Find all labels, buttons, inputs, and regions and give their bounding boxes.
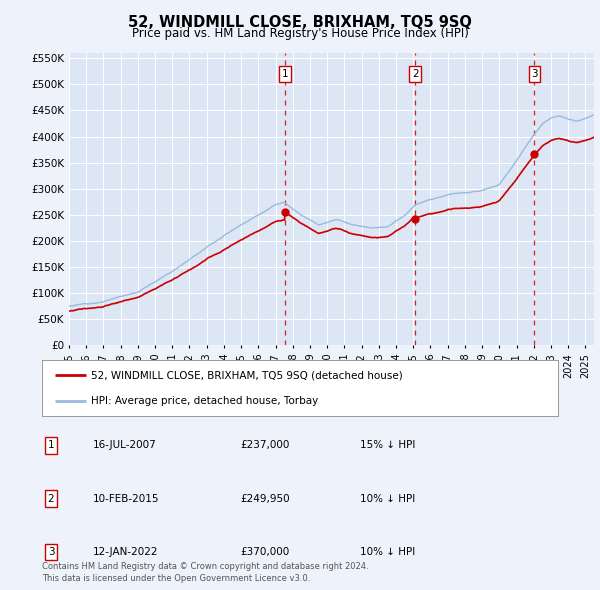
Text: 16-JUL-2007: 16-JUL-2007 (93, 441, 157, 450)
Text: 52, WINDMILL CLOSE, BRIXHAM, TQ5 9SQ: 52, WINDMILL CLOSE, BRIXHAM, TQ5 9SQ (128, 15, 472, 30)
Text: 3: 3 (47, 547, 55, 556)
Text: 12-JAN-2022: 12-JAN-2022 (93, 547, 158, 556)
Text: 15% ↓ HPI: 15% ↓ HPI (360, 441, 415, 450)
Text: 52, WINDMILL CLOSE, BRIXHAM, TQ5 9SQ (detached house): 52, WINDMILL CLOSE, BRIXHAM, TQ5 9SQ (de… (91, 370, 403, 380)
Text: £237,000: £237,000 (240, 441, 289, 450)
Text: 10-FEB-2015: 10-FEB-2015 (93, 494, 160, 503)
Text: £249,950: £249,950 (240, 494, 290, 503)
Text: 2: 2 (47, 494, 55, 503)
Text: 2: 2 (412, 69, 418, 79)
Text: 1: 1 (281, 69, 288, 79)
Text: Price paid vs. HM Land Registry's House Price Index (HPI): Price paid vs. HM Land Registry's House … (131, 27, 469, 40)
Text: Contains HM Land Registry data © Crown copyright and database right 2024.
This d: Contains HM Land Registry data © Crown c… (42, 562, 368, 583)
Text: 10% ↓ HPI: 10% ↓ HPI (360, 547, 415, 556)
Text: 3: 3 (531, 69, 538, 79)
Text: HPI: Average price, detached house, Torbay: HPI: Average price, detached house, Torb… (91, 396, 318, 406)
Text: 10% ↓ HPI: 10% ↓ HPI (360, 494, 415, 503)
Text: 1: 1 (47, 441, 55, 450)
Text: £370,000: £370,000 (240, 547, 289, 556)
